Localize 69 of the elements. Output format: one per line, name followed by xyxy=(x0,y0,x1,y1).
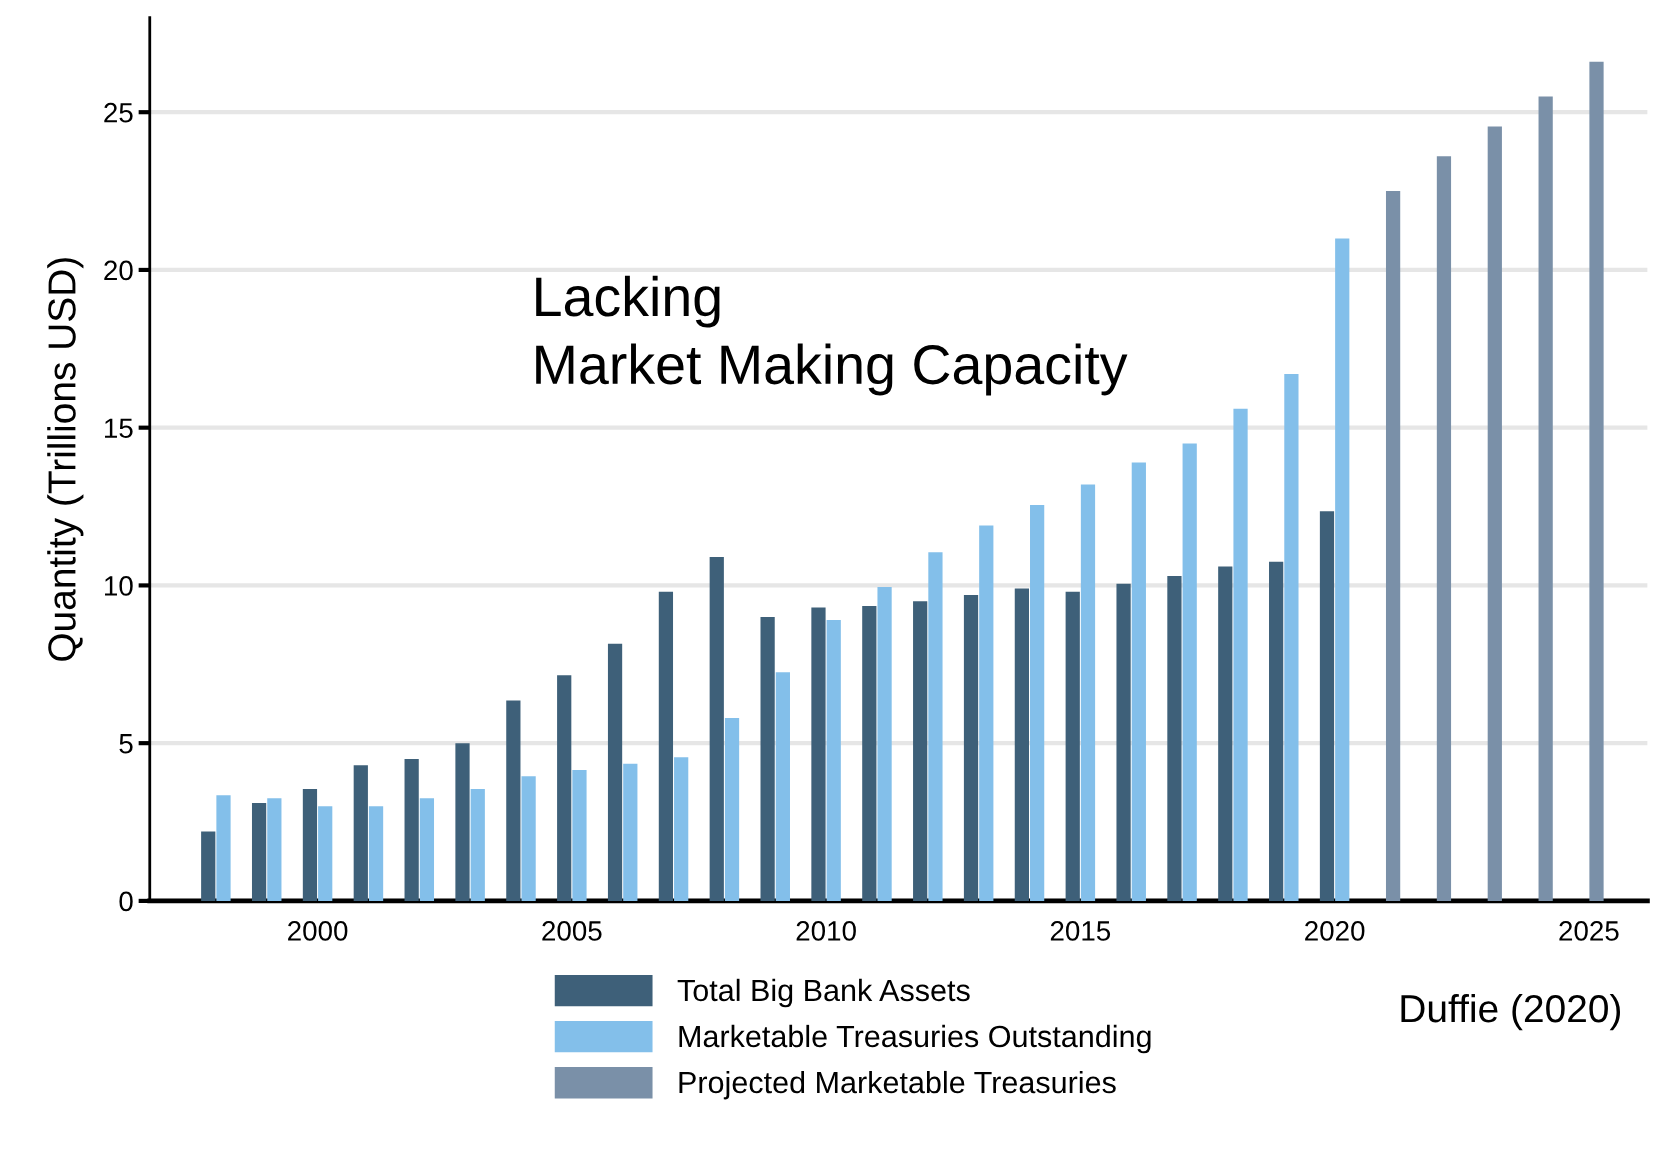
bar xyxy=(862,605,877,901)
legend-label: Marketable Treasuries Outstanding xyxy=(679,1024,1151,1054)
bar xyxy=(419,798,435,901)
bar xyxy=(979,525,994,901)
annotation: Lacking Market Making Capacity xyxy=(536,275,1128,396)
bar xyxy=(1014,588,1029,901)
bar xyxy=(521,776,536,901)
bar xyxy=(1065,591,1080,901)
bar xyxy=(1436,156,1452,901)
x-tick-label: 2010 xyxy=(796,921,856,941)
bar xyxy=(1335,238,1350,901)
bar xyxy=(557,675,572,901)
bar xyxy=(1233,408,1248,901)
bar xyxy=(709,557,724,901)
bar xyxy=(1167,575,1182,901)
bar xyxy=(1385,191,1401,901)
legend-label: Total Big Bank Assets xyxy=(677,978,970,1008)
x-tick-label: 2005 xyxy=(542,921,602,941)
x-tick-label: 2015 xyxy=(1050,921,1111,941)
bar xyxy=(216,795,231,901)
bar xyxy=(404,758,419,901)
bar xyxy=(1319,511,1335,901)
x-tick-label: 2020 xyxy=(1305,921,1365,941)
bar xyxy=(1284,374,1299,901)
text: Duffie (2020) xyxy=(1401,993,1620,1031)
bar xyxy=(1182,443,1197,901)
bar xyxy=(201,831,216,901)
y-tick-label: 15 xyxy=(105,418,133,439)
bar xyxy=(913,601,928,901)
bar xyxy=(623,763,638,901)
bar xyxy=(607,643,623,901)
bar xyxy=(1487,126,1502,901)
bar xyxy=(368,806,384,901)
bar xyxy=(928,552,943,901)
bar xyxy=(674,757,689,901)
bar xyxy=(963,594,979,901)
bar xyxy=(658,591,674,901)
bar xyxy=(724,717,740,901)
bar xyxy=(775,672,790,901)
bar xyxy=(506,700,521,901)
bar xyxy=(1538,96,1553,901)
bar xyxy=(1218,566,1233,901)
bar xyxy=(455,743,470,901)
y-tick-label: 5 xyxy=(119,734,133,754)
y-tick-label: 20 xyxy=(104,260,133,281)
bar xyxy=(826,620,841,901)
bar xyxy=(470,788,485,901)
bar xyxy=(318,806,333,901)
bar xyxy=(302,788,318,901)
bar xyxy=(877,587,892,901)
bar xyxy=(1131,462,1146,901)
y-tick-label: 25 xyxy=(104,102,133,123)
bar xyxy=(1030,504,1045,901)
legend-label: Projected Marketable Treasuries xyxy=(679,1070,1116,1100)
x-tick-label: 2025 xyxy=(1559,921,1619,941)
bar xyxy=(811,607,826,901)
bar xyxy=(572,769,587,901)
y-axis-title: Quantity (Trillions USD) xyxy=(47,258,84,661)
y-tick-label: 10 xyxy=(105,576,133,596)
bar xyxy=(1589,61,1604,901)
bar xyxy=(1080,484,1096,901)
bar xyxy=(1116,583,1131,901)
y-tick-label: 0 xyxy=(119,891,133,912)
bar xyxy=(267,798,282,901)
bar xyxy=(251,803,267,901)
bar xyxy=(1269,561,1284,901)
bar xyxy=(353,765,368,901)
x-tick-label: 2000 xyxy=(288,921,348,941)
bar xyxy=(760,616,775,901)
